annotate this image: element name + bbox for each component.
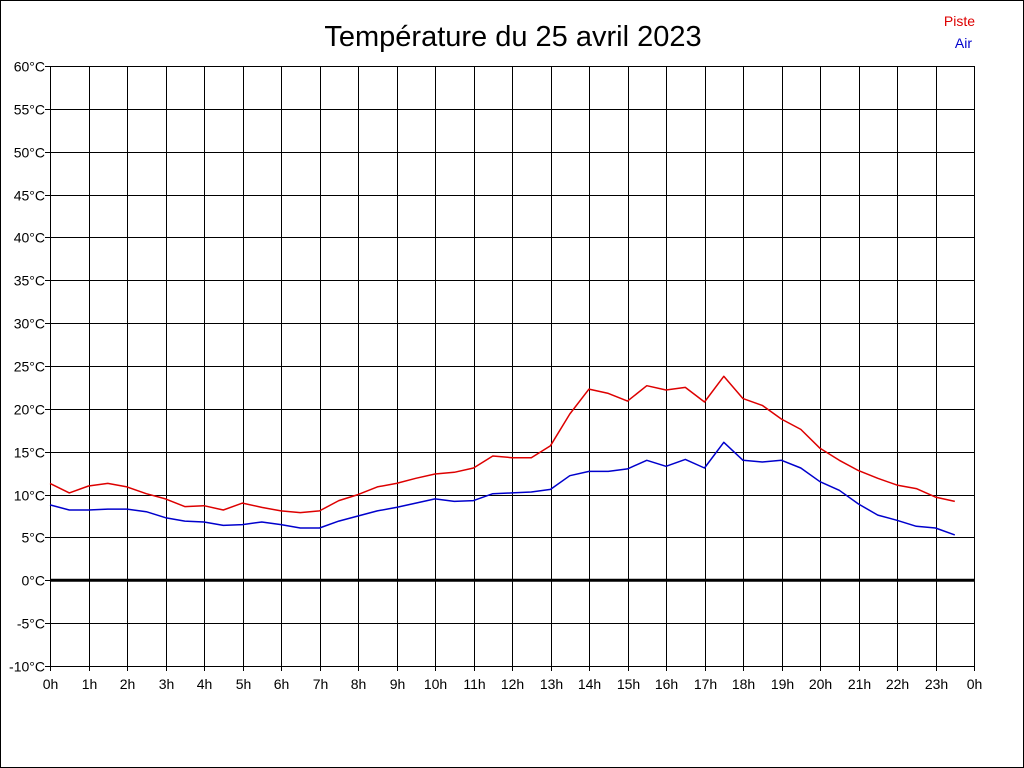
y-tick-label: 60°C bbox=[14, 59, 45, 75]
x-tick-label: 14h bbox=[578, 676, 601, 692]
x-tick-label: 0h bbox=[43, 676, 59, 692]
x-tick-label: 15h bbox=[617, 676, 640, 692]
y-tick-label: 45°C bbox=[14, 188, 45, 204]
x-tick-label: 0h bbox=[967, 676, 983, 692]
legend-entry-piste: Piste bbox=[944, 13, 975, 29]
x-tick-label: 17h bbox=[694, 676, 717, 692]
series-line-air bbox=[49, 441, 956, 536]
x-tick-label: 22h bbox=[886, 676, 909, 692]
x-tick-label: 4h bbox=[197, 676, 213, 692]
x-tick-label: 9h bbox=[390, 676, 406, 692]
x-tick-label: 10h bbox=[424, 676, 447, 692]
y-tick-label: 25°C bbox=[14, 359, 45, 375]
x-tick-label: 13h bbox=[540, 676, 563, 692]
x-tick-label: 3h bbox=[159, 676, 175, 692]
y-tick-label: 30°C bbox=[14, 316, 45, 332]
legend-entry-air: Air bbox=[955, 35, 972, 51]
x-tick-label: 7h bbox=[313, 676, 329, 692]
x-tick-label: 6h bbox=[274, 676, 290, 692]
chart-title: Température du 25 avril 2023 bbox=[324, 21, 701, 53]
x-tick-label: 12h bbox=[501, 676, 524, 692]
x-tick-label: 1h bbox=[82, 676, 98, 692]
x-tick-label: 21h bbox=[848, 676, 871, 692]
y-tick-label: 35°C bbox=[14, 273, 45, 289]
x-axis-ticks: 0h 1h 2h 3h 4h 5h 6h 7h 8h 9h 10h 11h 12h 13h 14h 15h 16… bbox=[43, 676, 983, 692]
y-tick-label: -5°C bbox=[17, 616, 45, 632]
y-tick-label: 50°C bbox=[14, 145, 45, 161]
y-tick-label: 5°C bbox=[22, 530, 46, 546]
y-tick-label: 20°C bbox=[14, 402, 45, 418]
x-tick-label: 5h bbox=[236, 676, 252, 692]
y-axis-ticks: 60°C 55°C 50°C 45°C 40°C 35°C 30°C 25°C 20°C 15°C… bbox=[9, 59, 45, 675]
y-tick-label: 0°C bbox=[22, 573, 46, 589]
series-line-piste bbox=[49, 375, 955, 514]
x-tick-label: 8h bbox=[351, 676, 367, 692]
x-tick-label: 11h bbox=[463, 676, 485, 692]
x-tick-label: 2h bbox=[120, 676, 136, 692]
y-tick-label: 15°C bbox=[14, 445, 45, 461]
vertical-gridlines bbox=[50, 66, 975, 671]
x-tick-label: 20h bbox=[809, 676, 832, 692]
legend: Piste Air bbox=[944, 13, 975, 51]
x-tick-label: 19h bbox=[771, 676, 794, 692]
y-tick-label: 10°C bbox=[14, 488, 45, 504]
x-tick-label: 23h bbox=[925, 676, 948, 692]
y-tick-label: -10°C bbox=[9, 659, 45, 675]
x-tick-label: 18h bbox=[732, 676, 755, 692]
y-tick-label: 55°C bbox=[14, 102, 45, 118]
series-layer bbox=[49, 375, 956, 536]
x-tick-label: 16h bbox=[655, 676, 678, 692]
y-tick-label: 40°C bbox=[14, 230, 45, 246]
